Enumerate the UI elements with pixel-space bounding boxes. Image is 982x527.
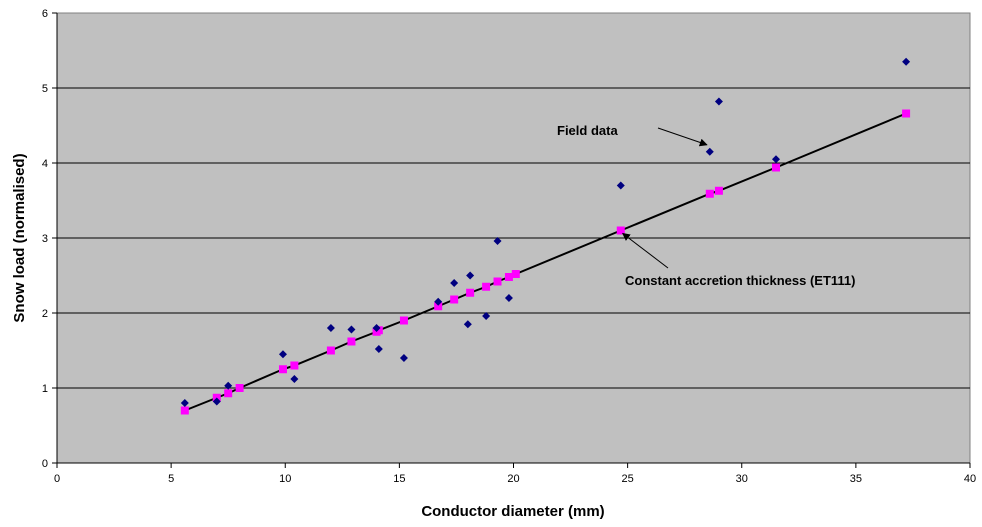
field-data-marker (616, 181, 625, 190)
x-tick-label: 40 (964, 473, 976, 485)
accretion-marker (714, 186, 723, 195)
field-data-marker (326, 324, 335, 332)
accretion-marker (482, 282, 491, 291)
field-data-marker (705, 147, 714, 156)
y-tick-label: 5 (42, 83, 48, 95)
y-axis-title: Snow load (normalised) (11, 153, 28, 322)
y-tick-label: 4 (42, 158, 48, 170)
accretion-marker (450, 295, 459, 304)
accretion-marker (180, 406, 189, 415)
accretion-marker (224, 389, 233, 398)
field-data-marker (278, 350, 287, 359)
x-tick-label: 0 (54, 473, 60, 485)
annotation-arrow (657, 127, 708, 147)
accretion-marker (616, 226, 625, 235)
field-data-marker (493, 237, 502, 245)
field-data-marker (504, 294, 513, 302)
gridlines (57, 87, 970, 389)
annotation-accretion: Constant accretion thickness (ET111) (625, 273, 855, 288)
series-markers (180, 57, 911, 415)
field-data-marker (347, 325, 356, 334)
x-tick-label: 10 (279, 473, 291, 485)
field-data-marker (212, 397, 221, 406)
annotation-field-data: Field data (557, 123, 618, 138)
y-tick-label: 1 (42, 383, 48, 395)
x-tick-label: 5 (168, 473, 174, 485)
accretion-marker (399, 316, 408, 325)
field-data-marker (434, 297, 443, 306)
accretion-marker (434, 302, 443, 311)
field-data-marker (374, 345, 383, 353)
accretion-marker (902, 109, 911, 118)
y-tick-label: 0 (42, 458, 48, 470)
accretion-marker (511, 270, 520, 278)
x-tick-label: 15 (393, 473, 405, 485)
field-data-marker (463, 320, 472, 329)
annotations: Field data Constant accretion thickness (… (557, 123, 855, 288)
accretion-marker (374, 326, 383, 335)
accretion-marker (771, 163, 780, 172)
accretion-marker (347, 337, 356, 346)
field-data-marker (902, 57, 911, 66)
field-data-marker (399, 354, 408, 362)
field-data-marker (466, 271, 475, 280)
field-data-marker (714, 97, 723, 106)
x-tick-label: 25 (622, 473, 634, 485)
field-data-marker (180, 399, 189, 407)
x-tick-label: 20 (507, 473, 519, 485)
x-axis-ticks: 0 5 10 15 20 25 30 35 40 (54, 463, 976, 485)
y-axis-ticks: 0 1 2 3 4 5 6 (42, 8, 57, 470)
x-tick-label: 30 (736, 473, 748, 485)
accretion-marker (235, 384, 244, 392)
field-data-marker (482, 312, 491, 320)
x-tick-label: 35 (850, 473, 862, 485)
accretion-marker (466, 288, 475, 297)
field-data-marker (224, 381, 233, 390)
accretion-marker (493, 277, 502, 286)
field-data-marker (450, 279, 459, 287)
field-data-marker (771, 155, 780, 164)
accretion-marker (326, 346, 335, 355)
accretion-marker (290, 361, 299, 370)
field-data-marker (372, 324, 381, 332)
accretion-marker (278, 365, 287, 374)
accretion-marker (705, 189, 714, 198)
y-tick-label: 2 (42, 308, 48, 320)
x-axis-title: Conductor diameter (mm) (421, 503, 604, 520)
accretion-marker (504, 273, 513, 281)
annotation-arrow (621, 232, 669, 269)
field-data-marker (290, 375, 299, 383)
y-tick-label: 3 (42, 233, 48, 245)
y-tick-label: 6 (42, 8, 48, 20)
